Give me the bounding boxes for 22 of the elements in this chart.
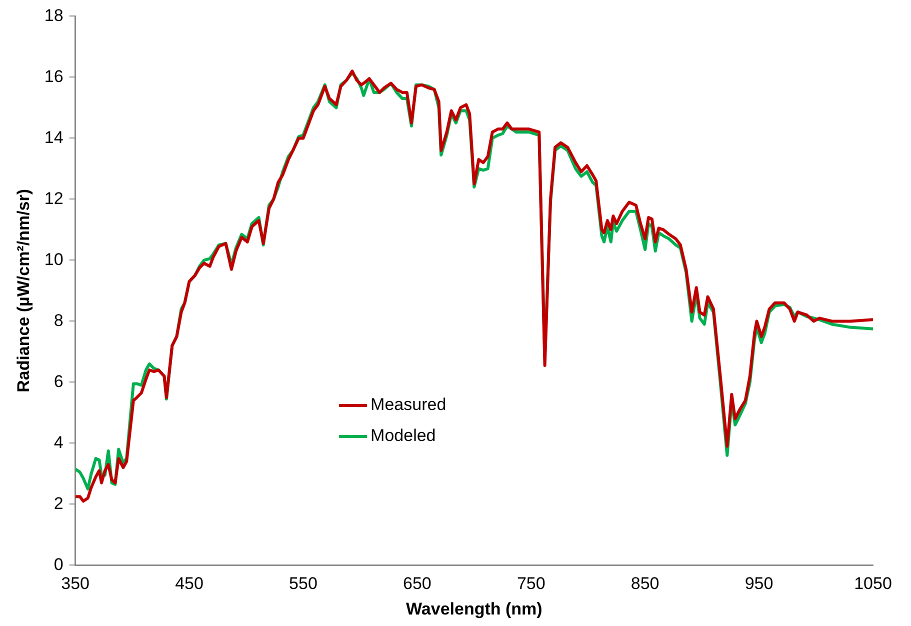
y-tick-label: 6 — [54, 372, 64, 391]
x-tick-label: 350 — [61, 574, 90, 594]
y-tick-label: 4 — [54, 432, 64, 452]
y-tick-label: 0 — [54, 554, 64, 574]
x-tick-label: 650 — [402, 574, 432, 594]
y-tick-label: 14 — [44, 128, 64, 147]
x-tick-label: 850 — [630, 574, 660, 594]
x-axis-title: Wavelength (nm) — [406, 599, 542, 618]
x-tick-label: 450 — [175, 574, 204, 594]
y-tick-label: 16 — [44, 66, 64, 86]
x-tick-label: 950 — [744, 574, 774, 594]
legend-label: Modeled — [370, 426, 436, 446]
x-tick-label: 550 — [289, 574, 318, 594]
x-tick-label: 750 — [516, 574, 546, 594]
x-tick-label: 1050 — [854, 574, 892, 594]
y-tick-label: 12 — [44, 188, 64, 208]
legend-label: Measured — [370, 395, 446, 415]
y-tick-label: 10 — [44, 250, 64, 269]
y-tick-label: 2 — [54, 494, 64, 513]
y-tick-label: 8 — [54, 310, 64, 330]
y-tick-label: 18 — [44, 6, 64, 25]
y-axis-title: Radiance (µW/cm²/nm/sr) — [14, 188, 33, 392]
